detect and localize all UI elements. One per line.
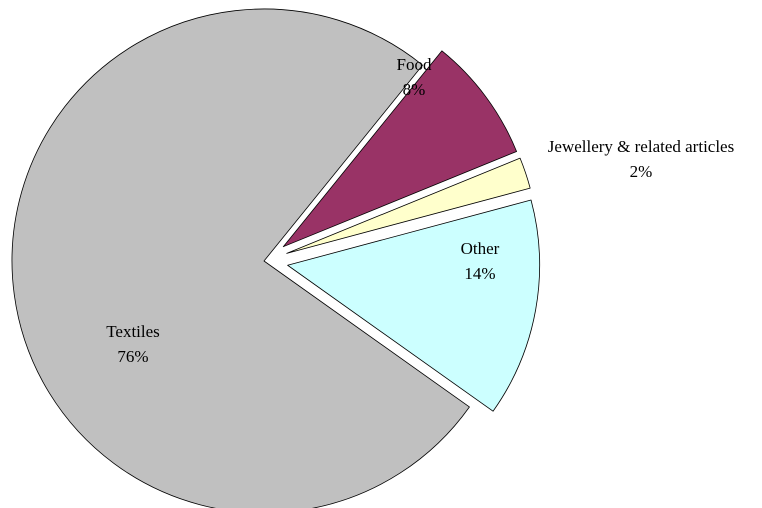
pie-slice-textiles [11, 8, 470, 508]
label-other-name: Other [461, 239, 500, 258]
pie-slices [11, 8, 541, 508]
label-textiles-name: Textiles [106, 322, 160, 341]
label-other-pct: 14% [464, 264, 495, 283]
pie-slice-other [287, 199, 541, 412]
slice-label-food: Food 8% [397, 55, 432, 99]
label-food-pct: 8% [403, 80, 426, 99]
label-jewellery-name: Jewellery & related articles [548, 137, 734, 156]
label-jewellery-pct: 2% [630, 162, 653, 181]
label-textiles-pct: 76% [117, 347, 148, 366]
pie-slice-jewellery [286, 157, 531, 254]
label-food-name: Food [397, 55, 432, 74]
slice-label-other: Other 14% [461, 239, 500, 283]
slice-label-textiles: Textiles 76% [106, 322, 160, 366]
slice-label-jewellery: Jewellery & related articles 2% [548, 137, 734, 181]
pie-slice-food [282, 50, 517, 248]
